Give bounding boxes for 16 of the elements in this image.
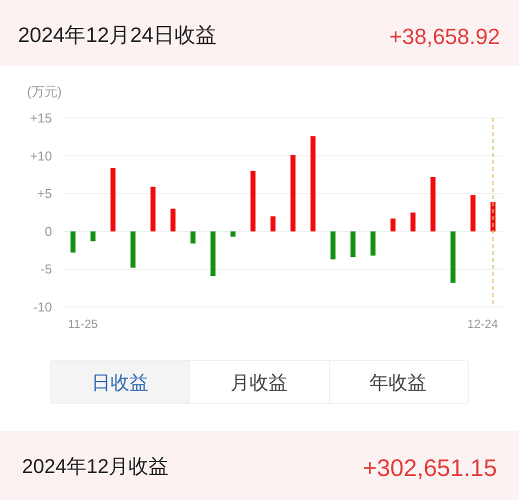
ylabel: (万元) xyxy=(27,84,62,99)
ytick: +10 xyxy=(30,148,52,164)
annotation: 月收益 xyxy=(230,373,288,394)
ytick: -5 xyxy=(40,262,52,277)
xtick: 11-25 xyxy=(68,317,98,331)
xtick: 12-24 xyxy=(467,317,498,331)
ytick: +15 xyxy=(30,110,52,126)
annotation: +302,651.15 xyxy=(362,455,497,482)
annotation: +38,658.92 xyxy=(389,24,500,49)
ytick: +5 xyxy=(37,186,52,202)
annotation: 日收益 xyxy=(92,373,148,394)
ytick: 0 xyxy=(44,224,52,239)
annotation: 年收益 xyxy=(370,373,426,394)
title: 2024年12月24日收益 xyxy=(18,24,216,47)
annotation: 2024年12月收益 xyxy=(22,456,169,478)
ytick: -10 xyxy=(33,300,52,314)
